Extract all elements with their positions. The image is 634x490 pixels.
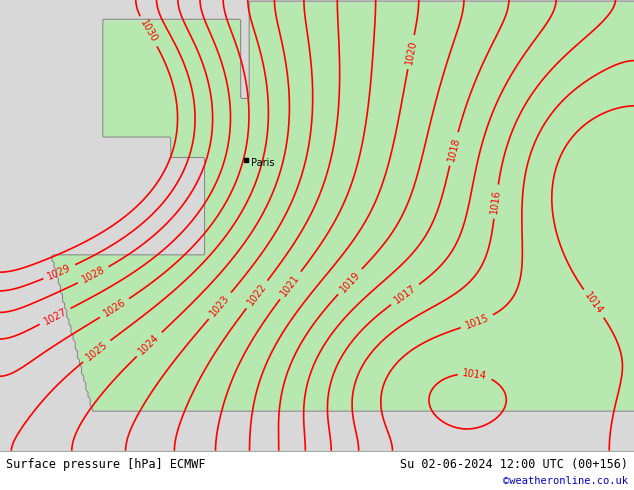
- Text: ©weatheronline.co.uk: ©weatheronline.co.uk: [503, 476, 628, 486]
- Text: 1018: 1018: [446, 136, 462, 162]
- Text: Surface pressure [hPa] ECMWF: Surface pressure [hPa] ECMWF: [6, 458, 206, 471]
- Text: 1015: 1015: [464, 313, 490, 331]
- Text: 1017: 1017: [392, 283, 418, 306]
- Text: 1016: 1016: [489, 189, 503, 215]
- Text: 1014: 1014: [462, 368, 488, 381]
- Text: 1027: 1027: [42, 306, 68, 326]
- Text: Paris: Paris: [251, 158, 275, 168]
- Text: 1028: 1028: [80, 265, 107, 285]
- Text: 1021: 1021: [279, 272, 302, 298]
- Text: 1020: 1020: [404, 39, 418, 65]
- Text: 1022: 1022: [245, 282, 268, 307]
- Text: 1023: 1023: [208, 293, 231, 318]
- Text: 1029: 1029: [46, 262, 73, 281]
- Text: 1014: 1014: [583, 291, 605, 317]
- Text: 1019: 1019: [338, 270, 362, 294]
- Text: 1025: 1025: [84, 340, 110, 363]
- Text: 1026: 1026: [101, 297, 127, 319]
- Polygon shape: [171, 0, 634, 451]
- Text: Su 02-06-2024 12:00 UTC (00+156): Su 02-06-2024 12:00 UTC (00+156): [399, 458, 628, 471]
- Text: 1030: 1030: [138, 18, 159, 45]
- Text: 1024: 1024: [137, 332, 162, 356]
